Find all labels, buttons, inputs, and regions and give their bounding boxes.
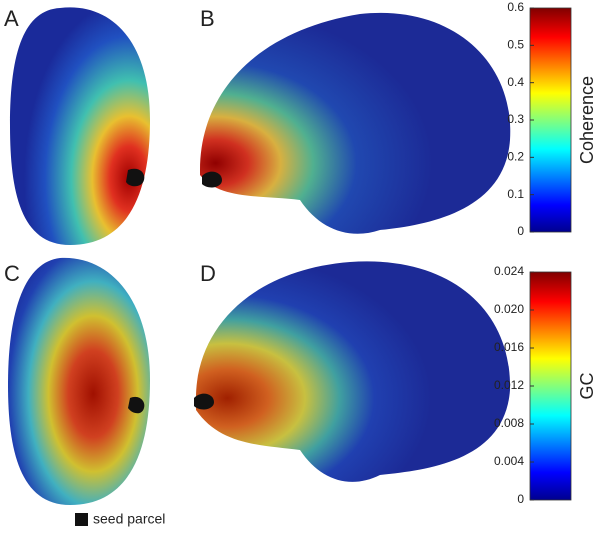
tick-label: 0 [517, 224, 524, 238]
tick-label: 0.6 [507, 0, 524, 14]
tick-label: 0.008 [494, 416, 524, 430]
brain-a [10, 7, 150, 246]
colorbar [529, 7, 572, 233]
tick-label: 0.016 [494, 340, 524, 354]
tick-label: 0.4 [507, 75, 524, 89]
tick-label: 0.024 [494, 264, 524, 278]
panel-label: A [4, 6, 19, 31]
seed-c [128, 396, 145, 414]
seed-d [194, 393, 214, 410]
tick-label: 0 [517, 492, 524, 506]
tick-label: 0.2 [507, 150, 524, 164]
tick-label: 0.020 [494, 302, 524, 316]
brain-c [8, 257, 150, 505]
panel-label: B [200, 6, 215, 31]
colorbar [529, 271, 572, 501]
tick-label: 0.1 [507, 187, 524, 201]
seed-b [202, 171, 222, 188]
brain-b [200, 12, 511, 234]
brain-d [195, 261, 511, 482]
tick-label: 0.5 [507, 38, 524, 52]
colorbar-label: GC [577, 372, 597, 399]
tick-label: 0.3 [507, 112, 524, 126]
legend-label: seed parcel [93, 511, 165, 527]
panel-label: D [200, 261, 216, 286]
seed-a [126, 168, 145, 187]
tick-label: 0.012 [494, 378, 524, 392]
tick-label: 0.004 [494, 454, 524, 468]
panel-label: C [4, 261, 20, 286]
colorbar-label: Coherence [577, 76, 597, 164]
legend-swatch [75, 513, 88, 526]
